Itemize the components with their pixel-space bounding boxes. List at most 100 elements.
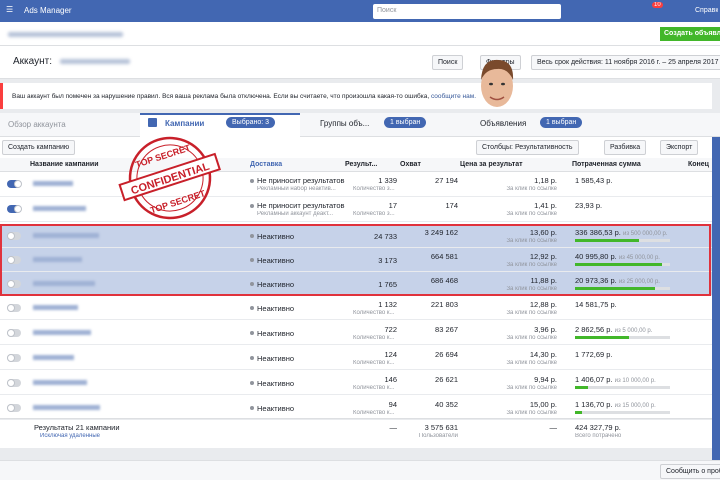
cost-per-result: 1,41 р. [534,201,557,210]
create-ad-button[interactable]: Создать объявле [660,27,720,41]
column-header[interactable]: Цена за результат [460,161,523,168]
columns-button[interactable]: Столбцы: Результативность [476,140,579,155]
cost-note: За клик по ссылке [506,335,557,341]
footer-spent-note: Всего потрачено [575,433,622,439]
toggle-knob [14,180,22,188]
breakdown-button[interactable]: Разбивка [604,140,647,155]
selection-chip[interactable]: Выбрано: 3 [226,117,276,128]
tab[interactable]: Обзор аккаунта [8,120,66,129]
budget: из 5 000,00 р. [614,328,653,334]
column-header[interactable]: Охват [400,161,421,168]
help-link[interactable]: Справк [695,7,719,14]
campaign-name[interactable] [33,355,74,360]
delivery-status: Неактивно [257,280,295,289]
campaign-name[interactable] [33,257,82,262]
account-label: Аккаунт: [13,56,52,67]
create-campaign-button[interactable]: Создать кампанию [2,140,76,155]
cost-note: За клик по ссылке [506,410,557,416]
alert-link[interactable]: сообщите нам. [430,93,477,100]
delivery-status: Не приносит результатов [257,201,345,210]
status-dot [250,306,254,310]
tab-label[interactable]: Группы объ... [320,119,370,128]
budget-progress [575,386,589,389]
cost-per-result: 1,18 р. [534,176,557,185]
column-header[interactable]: Доставка [250,161,283,168]
column-header[interactable]: Потраченная сумма [572,161,641,168]
budget: из 500 000,00 р. [622,231,668,237]
reach: 26 621 [435,375,458,384]
campaign-name[interactable] [33,305,78,310]
column-header[interactable]: Результ... [345,161,378,168]
toggle-knob [7,304,15,312]
results-note: Количество к... [353,335,395,341]
status-dot [250,356,254,360]
campaign-name[interactable] [33,233,99,238]
cost-note: За клик по ссылке [506,310,557,316]
budget: из 15 000,00 р. [614,403,656,409]
table-row [0,371,712,395]
column-header[interactable]: Название кампании [30,161,99,168]
selection-chip[interactable]: 1 выбран [540,117,583,128]
amount-spent: 14 581,75 р. [575,300,617,309]
results-note: Количество к... [353,360,395,366]
footer-spent: 424 327,79 р. [575,423,621,432]
stamp-text: TOP SECRET [149,188,207,215]
report-button[interactable]: Сообщить о пробл [660,464,720,479]
side-panel [712,137,720,460]
status-dot [250,179,254,183]
eye [489,82,493,86]
table-row [0,197,712,222]
budget-progress [575,336,630,339]
selection-chip[interactable]: 1 выбран [384,117,427,128]
budget-track [575,411,670,414]
footer-cost: — [549,423,558,432]
campaign-name[interactable] [33,181,73,186]
toggle-knob [14,205,22,213]
toggle-knob [7,329,15,337]
results-note: Количество к... [353,310,395,316]
confidential-stamp: TOP SECRET CONFIDENTIAL TOP SECRET [118,136,221,220]
amount-spent: 2 862,56 р. из 5 000,00 р. [575,325,653,334]
budget-progress [575,239,639,242]
campaign-table: Название кампании Доставка Результ... Охват… [0,158,712,448]
results: 1 765 [378,280,397,289]
results-note: Количество з... [353,186,395,192]
reach: 686 468 [430,276,458,285]
delivery-note: Рекламный аккаунт деакт... [257,211,334,217]
results: 722 [384,325,397,334]
campaign-name[interactable] [33,380,87,385]
reach: 26 694 [435,350,458,359]
footer-reach-note: Пользователи [418,433,458,439]
campaign-name[interactable] [33,281,95,286]
cost-per-result: 13,60 р. [529,228,557,237]
checkbox-icon [148,118,157,127]
status-dot [250,234,254,238]
results-note: Количество к... [353,410,395,416]
alert-banner [0,83,712,109]
column-header[interactable]: Конец [688,161,709,168]
export-button[interactable]: Экспорт [660,140,699,155]
status-dot [250,204,254,208]
date-range-button[interactable]: Весь срок действия: 11 ноября 2016 г. – … [531,55,720,70]
cost-note: За клик по ссылке [506,211,557,217]
status-dot [250,258,254,262]
campaign-name[interactable] [33,330,91,335]
campaign-name[interactable] [33,405,100,410]
reach: 221 803 [430,300,458,309]
account-selector[interactable] [8,32,123,37]
cost-note: За клик по ссылке [506,186,557,192]
menu-icon[interactable]: ☰ [6,5,14,14]
cost-note: За клик по ссылке [506,385,557,391]
budget: из 25 000,00 р. [618,279,660,285]
amount-spent: 20 973,36 р. из 25 000,00 р. [575,276,660,285]
search-box[interactable]: Поиск [373,4,561,19]
tab-label[interactable]: Объявления [480,119,527,128]
delivery-status: Неактивно [257,379,295,388]
amount-spent: 1 406,07 р. из 10 000,00 р. [575,375,656,384]
campaign-name[interactable] [33,206,86,211]
budget-progress [575,263,662,266]
alert-message: Ваш аккаунт был помечен за нарушение пра… [12,93,430,100]
status-dot [250,381,254,385]
search-button[interactable]: Поиск [432,55,464,70]
